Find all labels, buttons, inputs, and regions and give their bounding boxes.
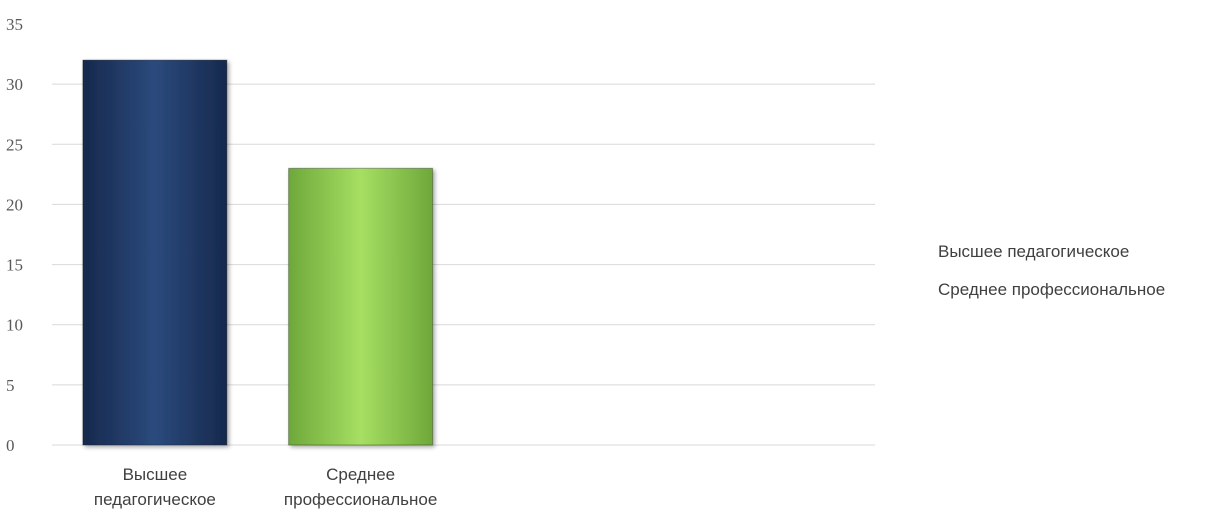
- bar-2: [288, 167, 434, 446]
- y-tick-label-15: 15: [6, 256, 23, 275]
- y-axis-ticks: 0 5 10 15 20 25 30 35: [6, 15, 23, 455]
- y-tick-label-10: 10: [6, 316, 23, 335]
- y-tick-label-0: 0: [6, 436, 15, 455]
- x-axis-categories: Высшее педагогическое Среднее профессиональ…: [94, 465, 437, 509]
- y-tick-label-20: 20: [6, 195, 23, 214]
- y-tick-label-30: 30: [6, 75, 23, 94]
- x-category-label-2: Среднее профессиональное: [284, 465, 437, 509]
- x-category-label-1: Высшее педагогическое: [94, 465, 216, 509]
- y-tick-label-5: 5: [6, 376, 15, 395]
- y-tick-label-25: 25: [6, 135, 23, 154]
- bars: [82, 59, 434, 446]
- y-tick-label-35: 35: [6, 15, 23, 34]
- bar-1: [82, 59, 228, 446]
- legend-item-2: Среднее профессиональное: [938, 280, 1166, 299]
- legend: Высшее педагогическое Среднее профессион…: [938, 233, 1165, 309]
- legend-item-1: Высшее педагогическое: [938, 242, 1130, 261]
